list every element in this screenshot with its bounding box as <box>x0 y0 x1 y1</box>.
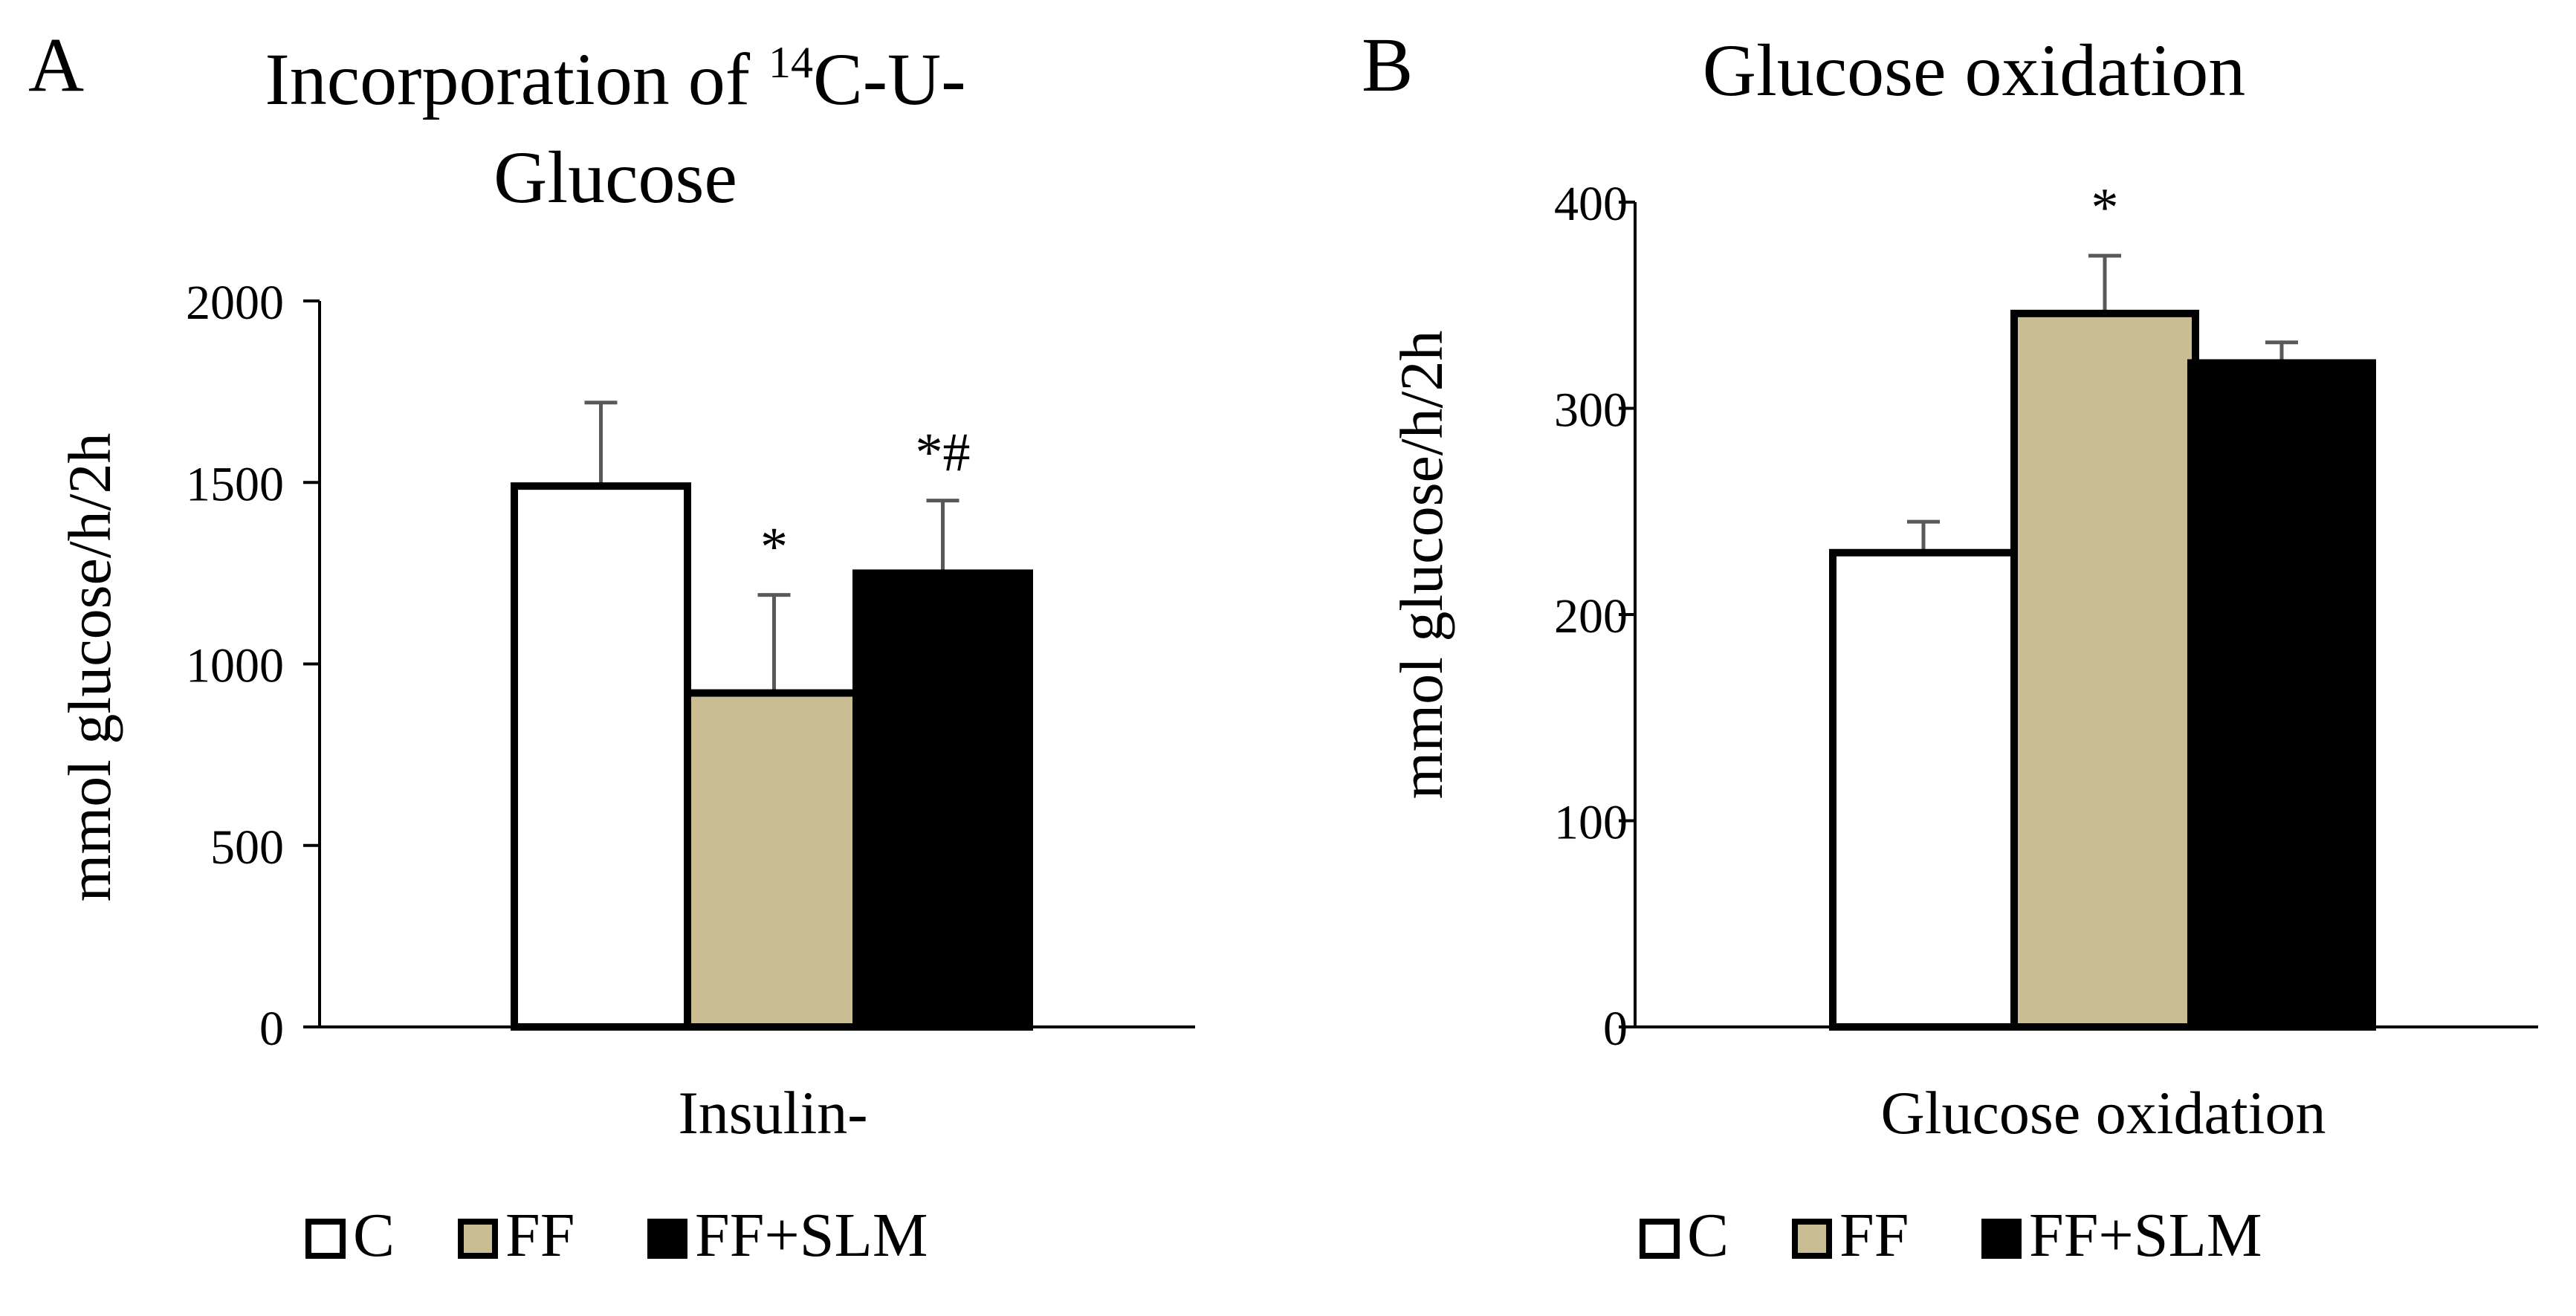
panel-a-bar-c <box>511 482 691 1031</box>
panel-b-legend-swatch-c <box>1640 1219 1680 1259</box>
panel-b-bar-ff <box>2010 309 2199 1031</box>
panel-b-y-tick-label: 200 <box>1554 589 1628 644</box>
panel-a-title-line1: Incorporation of 14C-U- <box>265 38 965 120</box>
panel-b-legend: C FF FF+SLM <box>1640 1201 2262 1270</box>
panel-a-title-text-rest: C-U- <box>813 38 966 120</box>
panel-a-y-tick-label: 1500 <box>186 457 284 511</box>
panel-b-legend-label-ff: FF <box>1839 1201 1909 1270</box>
panel-b-bar-c <box>1829 548 2018 1031</box>
panel-a-title-line2: Glucose <box>493 136 737 218</box>
panel-b-letter: B <box>1362 22 1413 108</box>
panel-a-title-text: Incorporation of <box>265 38 768 120</box>
panel-a-legend-swatch-ff-slm <box>647 1219 687 1259</box>
panel-a-y-tick-label: 0 <box>259 1002 284 1056</box>
panel-a-letter: A <box>28 22 84 108</box>
panel-a-y-tick-label: 1000 <box>186 639 284 693</box>
panel-a-legend-swatch-c <box>305 1219 346 1259</box>
panel-a-bar-ff <box>684 689 864 1031</box>
panel-b-annotation-ff: * <box>2091 178 2119 239</box>
panel-a-legend: C FF FF+SLM <box>305 1201 928 1270</box>
panel-b-y-tick-label: 300 <box>1554 383 1628 438</box>
panel-a: A Incorporation of 14C-U- Glucose mmol g… <box>28 22 1195 1147</box>
panel-a-annotation-ff-slm: *# <box>916 423 971 484</box>
panel-b-title: Glucose oxidation <box>1703 29 2245 111</box>
panel-a-x-axis-label: Insulin- <box>678 1079 867 1147</box>
panel-a-y-axis-label: mmol glucose/h/2h <box>56 433 123 902</box>
panel-b-y-tick-label: 400 <box>1554 177 1628 231</box>
panel-a-annotation-ff: * <box>760 517 788 578</box>
panel-a-legend-label-c: C <box>353 1201 395 1270</box>
panel-b-y-tick-label: 0 <box>1603 1002 1628 1056</box>
panel-a-legend-label-ff-slm: FF+SLM <box>695 1201 928 1270</box>
panel-b-legend-swatch-ff-slm <box>1981 1219 2022 1259</box>
panel-b-y-axis-label: mmol glucose/h/2h <box>1388 331 1455 800</box>
panel-b-y-tick-label: 100 <box>1554 796 1628 850</box>
panel-b-plot: 0 100 200 300 400 * <box>1554 177 2538 1056</box>
panel-b: B Glucose oxidation mmol glucose/h/2h Gl… <box>1362 22 2538 1147</box>
panel-b-legend-label-ff-slm: FF+SLM <box>2029 1201 2262 1270</box>
panel-a-y-tick-label: 500 <box>210 820 284 875</box>
panel-a-legend-swatch-ff <box>458 1219 498 1259</box>
panel-b-legend-label-c: C <box>1687 1201 1729 1270</box>
panel-a-bar-ff-slm <box>852 569 1033 1031</box>
panel-a-legend-label-ff: FF <box>505 1201 575 1270</box>
panel-b-x-axis-label: Glucose oxidation <box>1881 1079 2326 1147</box>
panel-a-title-sup: 14 <box>768 38 813 87</box>
panel-a-y-tick-label: 2000 <box>186 276 284 330</box>
panel-a-plot: 0 500 1000 1500 2000 * *# <box>186 276 1195 1056</box>
panel-b-legend-swatch-ff <box>1792 1219 1832 1259</box>
panel-b-bar-ff-slm <box>2187 359 2376 1031</box>
